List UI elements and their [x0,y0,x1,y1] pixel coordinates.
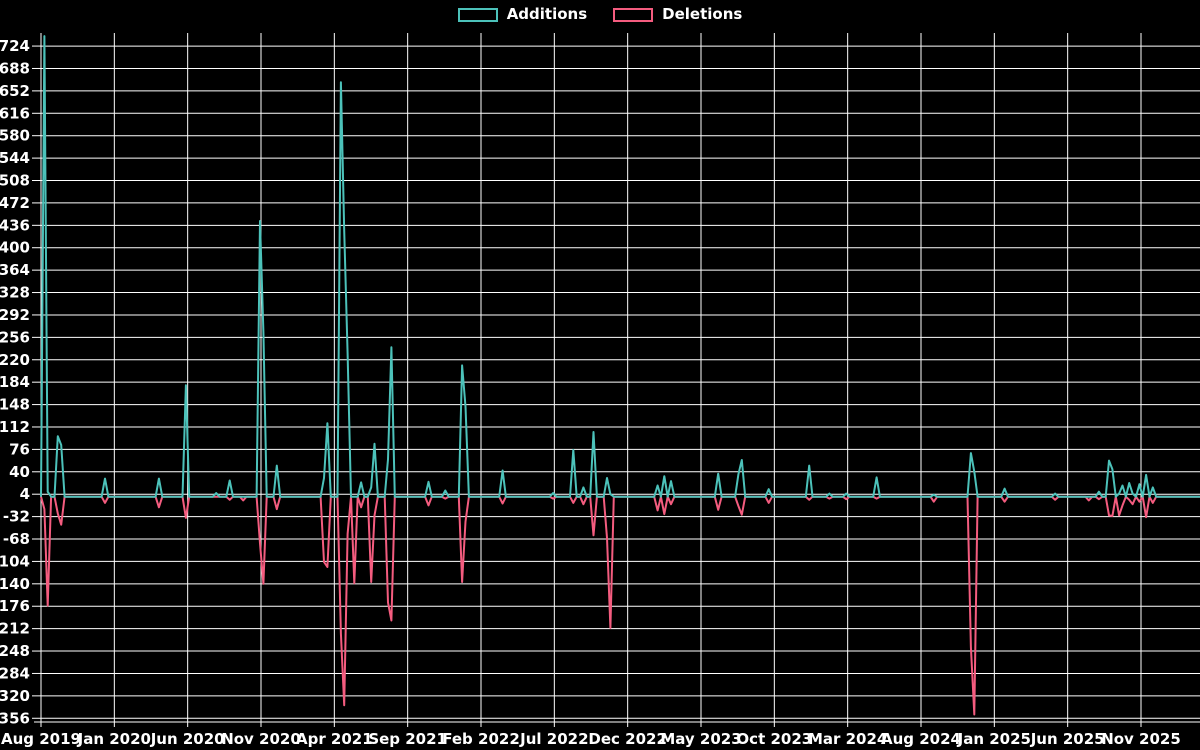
svg-text:Aug 2019: Aug 2019 [1,730,81,748]
svg-text:Oct 2023: Oct 2023 [736,730,812,748]
svg-text:76: 76 [9,440,30,458]
svg-text:Jun 2020: Jun 2020 [150,730,225,748]
svg-text:-356: -356 [0,709,30,727]
svg-text:256: 256 [0,328,30,346]
axes [32,45,1200,727]
additions-line [40,35,1200,498]
svg-text:292: 292 [0,306,30,324]
svg-text:688: 688 [0,59,30,77]
svg-text:-212: -212 [0,620,30,638]
svg-text:Mar 2024: Mar 2024 [808,730,887,748]
svg-text:328: 328 [0,284,30,302]
svg-text:544: 544 [0,149,30,167]
svg-text:436: 436 [0,216,30,234]
svg-text:Jul 2022: Jul 2022 [519,730,588,748]
svg-text:Nov 2020: Nov 2020 [221,730,301,748]
svg-text:724: 724 [0,37,30,55]
svg-text:184: 184 [0,373,30,391]
svg-text:Dec 2022: Dec 2022 [588,730,667,748]
svg-text:400: 400 [0,239,30,257]
svg-text:Sep 2021: Sep 2021 [368,730,447,748]
svg-text:Aug 2024: Aug 2024 [881,730,961,748]
deletions-swatch-icon [613,7,654,22]
svg-text:-248: -248 [0,642,30,660]
svg-text:-140: -140 [0,575,30,593]
svg-text:472: 472 [0,194,30,212]
svg-text:Feb 2022: Feb 2022 [442,730,520,748]
y-axis-labels: 724 688 652 616 580 544 508 472 436 400 364 328 292 2… [0,37,30,727]
svg-text:508: 508 [0,172,30,190]
svg-text:364: 364 [0,261,30,279]
legend-item-additions[interactable]: Additions [457,5,588,23]
svg-text:Jun 2025: Jun 2025 [1030,730,1105,748]
svg-text:-68: -68 [3,530,30,548]
svg-text:-176: -176 [0,597,30,615]
svg-text:616: 616 [0,104,30,122]
svg-text:Jan 2020: Jan 2020 [77,730,151,748]
svg-text:-104: -104 [0,552,30,570]
svg-text:40: 40 [9,463,30,481]
svg-text:Nov 2025: Nov 2025 [1101,730,1181,748]
chart-legend: Additions Deletions [0,7,1200,22]
svg-text:580: 580 [0,127,30,145]
svg-text:112: 112 [0,418,30,436]
svg-text:-320: -320 [0,687,30,705]
additions-legend-label: Additions [506,5,588,23]
svg-text:220: 220 [0,351,30,369]
gridlines [40,33,1200,722]
svg-text:-32: -32 [3,508,30,526]
svg-text:Apr 2021: Apr 2021 [296,730,373,748]
svg-text:148: 148 [0,396,30,414]
svg-text:Jan 2025: Jan 2025 [957,730,1031,748]
deletions-legend-label: Deletions [662,5,743,23]
svg-text:652: 652 [0,82,30,100]
svg-text:4: 4 [20,485,30,503]
svg-text:May 2023: May 2023 [660,730,741,748]
svg-text:-284: -284 [0,664,30,682]
additions-swatch-icon [457,7,498,22]
legend-item-deletions[interactable]: Deletions [613,7,742,22]
